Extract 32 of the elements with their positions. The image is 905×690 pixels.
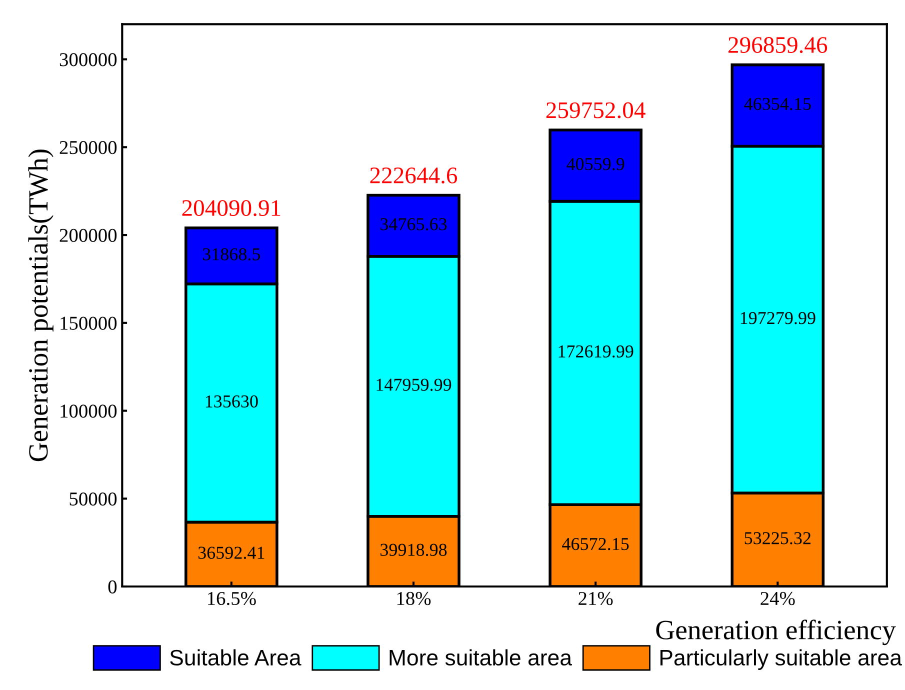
data-label: 46572.15	[562, 538, 629, 550]
y-tick-label: 100000	[60, 404, 117, 418]
y-tick-label: 250000	[60, 140, 117, 154]
data-label: 135630	[206, 395, 258, 408]
y-tick-label: 50000	[70, 492, 117, 506]
data-label: 147959.99	[376, 378, 452, 391]
y-tick-label: 300000	[60, 53, 117, 66]
y-tick-label: 200000	[60, 228, 117, 242]
x-tick-label: 18%	[397, 592, 431, 606]
legend-label: More suitable area	[390, 649, 572, 666]
legend-label: Particularly suitable area	[660, 649, 902, 670]
x-axis-title: Generation efficiency	[656, 620, 896, 646]
data-label: 172619.99	[558, 345, 634, 358]
data-label: 34765.63	[380, 218, 447, 230]
data-label: 197279.99	[740, 312, 816, 324]
data-label: 39918.98	[380, 544, 447, 556]
x-tick-label: 16.5%	[208, 592, 256, 606]
data-label: 53225.32	[744, 532, 811, 544]
data-label: 46354.15	[744, 98, 811, 110]
total-label: 259752.04	[546, 102, 646, 118]
data-label: 31868.5	[202, 248, 260, 260]
y-tick-label: 150000	[60, 316, 117, 330]
data-label: 40559.9	[566, 158, 624, 170]
y-tick-label: 0	[108, 580, 117, 594]
legend-label: Suitable Area	[170, 649, 302, 666]
y-axis-title: Generation potentials(TWh)	[28, 150, 54, 462]
total-label: 204090.91	[182, 200, 280, 216]
data-label: 36592.41	[198, 546, 264, 559]
x-tick-label: 21%	[578, 592, 613, 606]
total-label: 296859.46	[728, 37, 828, 54]
x-tick-label: 24%	[760, 592, 795, 606]
total-label: 222644.6	[370, 168, 458, 184]
